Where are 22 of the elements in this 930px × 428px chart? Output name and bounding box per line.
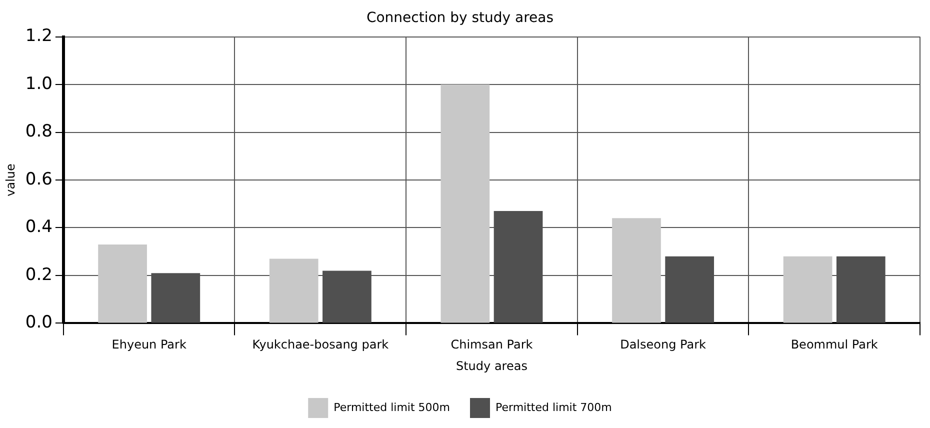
x-tick-label: Ehyeun Park [112,338,186,352]
y-axis-title: value [3,164,18,196]
bar [440,84,490,323]
legend-label: Permitted limit 500m [334,400,450,414]
y-tick-label: 1.0 [25,74,52,94]
y-tick-label: 0.8 [25,122,52,142]
y-tick-label: 0.2 [25,264,52,285]
bar [269,258,318,323]
x-tick-label: Beommul Park [790,338,878,352]
chart-title: Connection by study areas [366,10,554,26]
x-tick-label: Chimsan Park [450,338,533,352]
legend-label: Permitted limit 700m [496,400,612,414]
y-tick-label: 1.2 [25,26,52,46]
x-tick-label: Dalseong Park [620,338,706,352]
y-tick-label: 0.0 [25,312,52,333]
x-tick-label: Kyukchae-bosang park [252,338,389,352]
bar [783,256,832,323]
bar [98,244,147,323]
y-tick-label: 0.4 [25,217,52,238]
y-tick-label: 0.6 [25,169,52,190]
bar [612,218,661,323]
x-axis-title: Study areas [456,358,528,373]
